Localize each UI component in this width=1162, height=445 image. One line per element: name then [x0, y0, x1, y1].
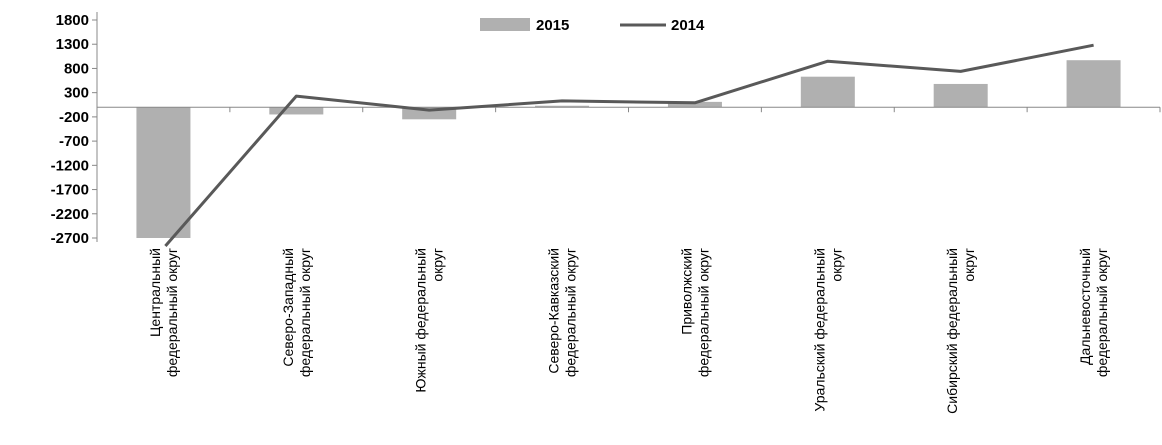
x-tick-label-group: Приволжский федеральный округ: [678, 248, 711, 377]
legend: 2015 2014: [480, 17, 705, 34]
bar-2015: [800, 76, 855, 108]
y-tick-label: 1300: [56, 36, 89, 53]
y-tick-label: -1200: [51, 157, 89, 174]
line-2014: [164, 43, 1094, 247]
x-tick-label: округ: [430, 248, 446, 282]
legend-label-2014: 2014: [671, 17, 705, 34]
x-tick-label: Центральный: [147, 248, 163, 337]
y-tick-label: -2200: [51, 206, 89, 223]
x-tick-label: федеральный округ: [1094, 248, 1110, 377]
x-tick-label-group: Дальневосточный федеральный округ: [1077, 248, 1110, 377]
x-tick-label: Южный федеральный: [413, 248, 429, 393]
x-axis-labels: Центральный федеральный округ Северо-Запад…: [147, 248, 1110, 414]
series-line-2014: [164, 43, 1094, 247]
bar-2015: [933, 83, 988, 108]
x-tick-label: Северо-Кавказский: [546, 248, 562, 374]
y-tick-label: -700: [59, 133, 89, 150]
x-tick-label: Дальневосточный: [1077, 248, 1093, 365]
y-axis: 1800 1300 800 300 -200 -700 -1200 -1700 -2200 -27…: [51, 12, 98, 247]
x-tick-label: Приволжский: [678, 248, 694, 335]
y-tick-label: 800: [64, 60, 89, 77]
bars-2015: [136, 60, 1121, 238]
bar-2015: [136, 107, 191, 238]
x-tick-label: Сибирский федеральный: [944, 248, 960, 414]
x-tick-label: федеральный округ: [164, 248, 180, 377]
legend-swatch-2015: [480, 18, 530, 31]
x-tick-label-group: Северо-Западный федеральный округ: [280, 248, 313, 377]
y-tick-label: 1800: [56, 12, 89, 29]
x-tick-label: федеральный округ: [695, 248, 711, 377]
legend-label-2015: 2015: [536, 17, 569, 34]
x-tick-label: федеральный округ: [563, 248, 579, 377]
bar-2015: [269, 107, 324, 115]
bar-2015: [1066, 60, 1121, 108]
x-tick-label: округ: [961, 248, 977, 282]
x-tick-label: федеральный округ: [297, 248, 313, 377]
x-tick-label-group: Южный федеральный округ: [413, 248, 446, 393]
x-tick-label-group: Уральский федеральный округ: [811, 248, 844, 412]
x-tick-label-group: Сибирский федеральный округ: [944, 248, 977, 414]
y-tick-label: -2700: [51, 230, 89, 247]
zero-line: [96, 106, 1161, 113]
y-tick-label: 300: [64, 85, 89, 102]
x-tick-label-group: Центральный федеральный округ: [147, 248, 180, 377]
y-tick-label: -1700: [51, 182, 89, 199]
bar-2015: [535, 105, 590, 108]
x-tick-label: Северо-Западный: [280, 248, 296, 367]
bar-2015: [667, 101, 722, 108]
x-tick-label: Уральский федеральный: [811, 248, 827, 412]
y-tick-label: -200: [59, 109, 89, 126]
x-tick-label-group: Северо-Кавказский федеральный округ: [546, 248, 579, 377]
x-tick-label: округ: [828, 248, 844, 282]
